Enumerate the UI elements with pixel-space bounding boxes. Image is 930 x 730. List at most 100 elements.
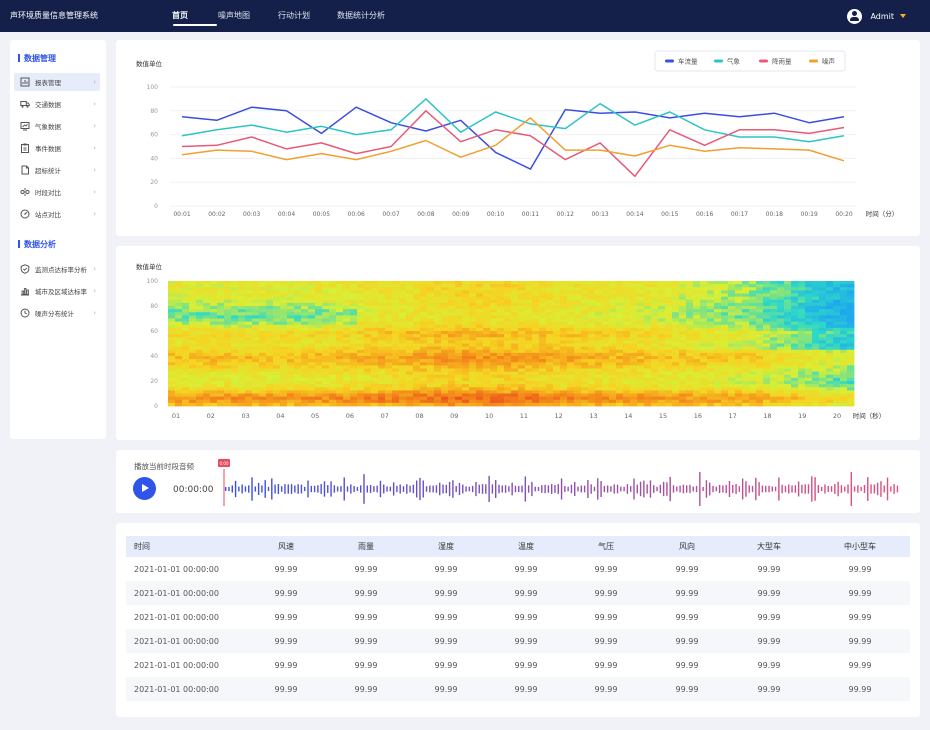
nav-noise-map[interactable]: 噪声地图 <box>218 11 250 20</box>
play-button[interactable] <box>133 477 156 500</box>
heatmap-cell <box>252 334 260 338</box>
heatmap-cell <box>252 281 260 285</box>
heatmap-cell <box>672 340 680 344</box>
heatmap-cell <box>245 343 253 348</box>
heatmap-cell <box>749 284 757 288</box>
nav-data-analysis[interactable]: 数据统计分析 <box>337 11 385 20</box>
series-line-1[interactable] <box>181 106 845 170</box>
legend-label[interactable]: 车流量 <box>678 56 698 65</box>
heatmap-cell <box>518 349 526 354</box>
heatmap-cell <box>651 384 659 388</box>
heatmap-cell <box>518 384 526 388</box>
legend-label[interactable]: 降雨量 <box>772 56 792 65</box>
heatmap-cell <box>371 331 379 335</box>
heatmap-cell <box>770 321 778 326</box>
series-line-4[interactable] <box>181 117 845 162</box>
table-row[interactable]: 2021-01-01 00:00:00 99.99 99.99 99.99 99.99 9… <box>126 605 910 629</box>
heatmap-cell <box>413 290 421 294</box>
heatmap-cell <box>567 352 575 357</box>
heatmap-cell <box>798 284 806 288</box>
heatmap-cell <box>546 402 554 407</box>
heatmap-cell <box>378 402 386 407</box>
sidebar-item-period-compare[interactable]: 时段对比 › <box>14 183 100 201</box>
nav-action-plan[interactable]: 行动计划 <box>278 11 310 20</box>
heatmap-cell <box>826 287 834 291</box>
legend-label[interactable]: 气象 <box>727 56 741 65</box>
sidebar-item-traffic-data[interactable]: 交通数据 › <box>14 95 100 113</box>
heatmap-cell <box>448 402 456 407</box>
sidebar-item-site-compare[interactable]: 站点对比 › <box>14 205 100 223</box>
table-row[interactable]: 2021-01-01 00:00:00 99.99 99.99 99.99 99.99 9… <box>126 677 910 701</box>
heatmap-cell <box>455 290 463 294</box>
heatmap-cell <box>756 309 764 313</box>
heatmap-cell <box>343 356 351 360</box>
table-row[interactable]: 2021-01-01 00:00:00 99.99 99.99 99.99 99.99 9… <box>126 629 910 653</box>
heatmap-cell <box>357 377 365 382</box>
table-row[interactable]: 2021-01-01 00:00:00 99.99 99.99 99.99 99.99 9… <box>126 653 910 677</box>
heatmap-cell <box>301 290 309 294</box>
sidebar-item-event-data[interactable]: 事件数据 › <box>14 139 100 157</box>
table-row[interactable]: 2021-01-01 00:00:00 99.99 99.99 99.99 99.99 9… <box>126 581 910 605</box>
sidebar-item-weather-data[interactable]: 气象数据 › <box>14 117 100 135</box>
table-row[interactable]: 2021-01-01 00:00:00 99.99 99.99 99.99 99.99 9… <box>126 557 910 581</box>
waveform-bar <box>386 486 388 492</box>
heatmap-cell <box>217 343 225 348</box>
heatmap-cell <box>455 368 463 373</box>
heatmap-cell <box>581 359 589 363</box>
heatmap-cell <box>630 377 638 382</box>
heatmap-cell <box>784 318 792 323</box>
sidebar-item-noise-distribution[interactable]: 噪声分布统计 › <box>14 304 100 322</box>
sidebar-item-report-management[interactable]: 报表管理 › <box>14 73 100 91</box>
heatmap-cell <box>203 368 211 373</box>
heatmap-cell <box>721 381 729 385</box>
heatmap-cell <box>378 318 386 323</box>
waveform-bar <box>478 484 480 494</box>
heatmap-cell <box>357 334 365 338</box>
heatmap-cell <box>231 318 239 323</box>
legend-label[interactable]: 噪声 <box>822 56 836 65</box>
series-line-2[interactable] <box>181 98 845 143</box>
heatmap-cell <box>539 281 547 285</box>
heatmap-cell <box>847 362 855 366</box>
audio-current-time: 00:00:00 <box>173 485 214 495</box>
heatmap-cell <box>658 371 666 376</box>
avatar[interactable] <box>847 8 863 24</box>
heatmap-cell <box>392 359 400 363</box>
user-menu[interactable]: Admit <box>847 8 906 24</box>
waveform-bar <box>471 485 474 493</box>
heatmap-cell <box>798 365 806 369</box>
heatmap-cell <box>455 402 463 407</box>
waveform-bar <box>577 486 579 492</box>
heatmap-cell <box>525 365 533 369</box>
sidebar-item-site-compliance[interactable]: 监测点达标率分析 › <box>14 260 100 278</box>
heatmap-cell <box>266 324 274 329</box>
series-line-3[interactable] <box>181 110 845 178</box>
heatmap-cell <box>420 381 428 385</box>
heatmap-cell <box>525 318 533 323</box>
heatmap-cell <box>644 309 652 313</box>
caret-down-icon[interactable] <box>900 14 906 18</box>
heatmap-cell <box>770 381 778 385</box>
heatmap-cell <box>490 377 498 382</box>
audio-waveform[interactable]: 0:00 <box>116 450 920 513</box>
heatmap-cell <box>322 296 330 301</box>
sidebar-item-city-compliance[interactable]: 城市及区域达标率 › <box>14 282 100 300</box>
nav-home[interactable]: 首页 <box>172 0 218 32</box>
heatmap-cell <box>560 302 568 307</box>
heatmap-cell <box>686 399 694 404</box>
heatmap-cell <box>679 334 687 338</box>
heatmap-cell <box>581 399 589 404</box>
heatmap-cell <box>847 390 855 394</box>
heatmap-cell <box>371 346 379 351</box>
heatmap-cell <box>672 402 680 407</box>
playhead-marker[interactable] <box>218 459 230 467</box>
waveform-bar <box>383 484 385 494</box>
heatmap-cell <box>280 346 288 351</box>
heatmap-cell <box>679 362 687 366</box>
sidebar-item-exceed-stats[interactable]: 超标统计 › <box>14 161 100 179</box>
heatmap-cell <box>322 321 330 326</box>
user-name[interactable]: Admit <box>870 11 894 21</box>
heatmap-cell <box>763 296 771 301</box>
heatmap-cell <box>322 290 330 294</box>
